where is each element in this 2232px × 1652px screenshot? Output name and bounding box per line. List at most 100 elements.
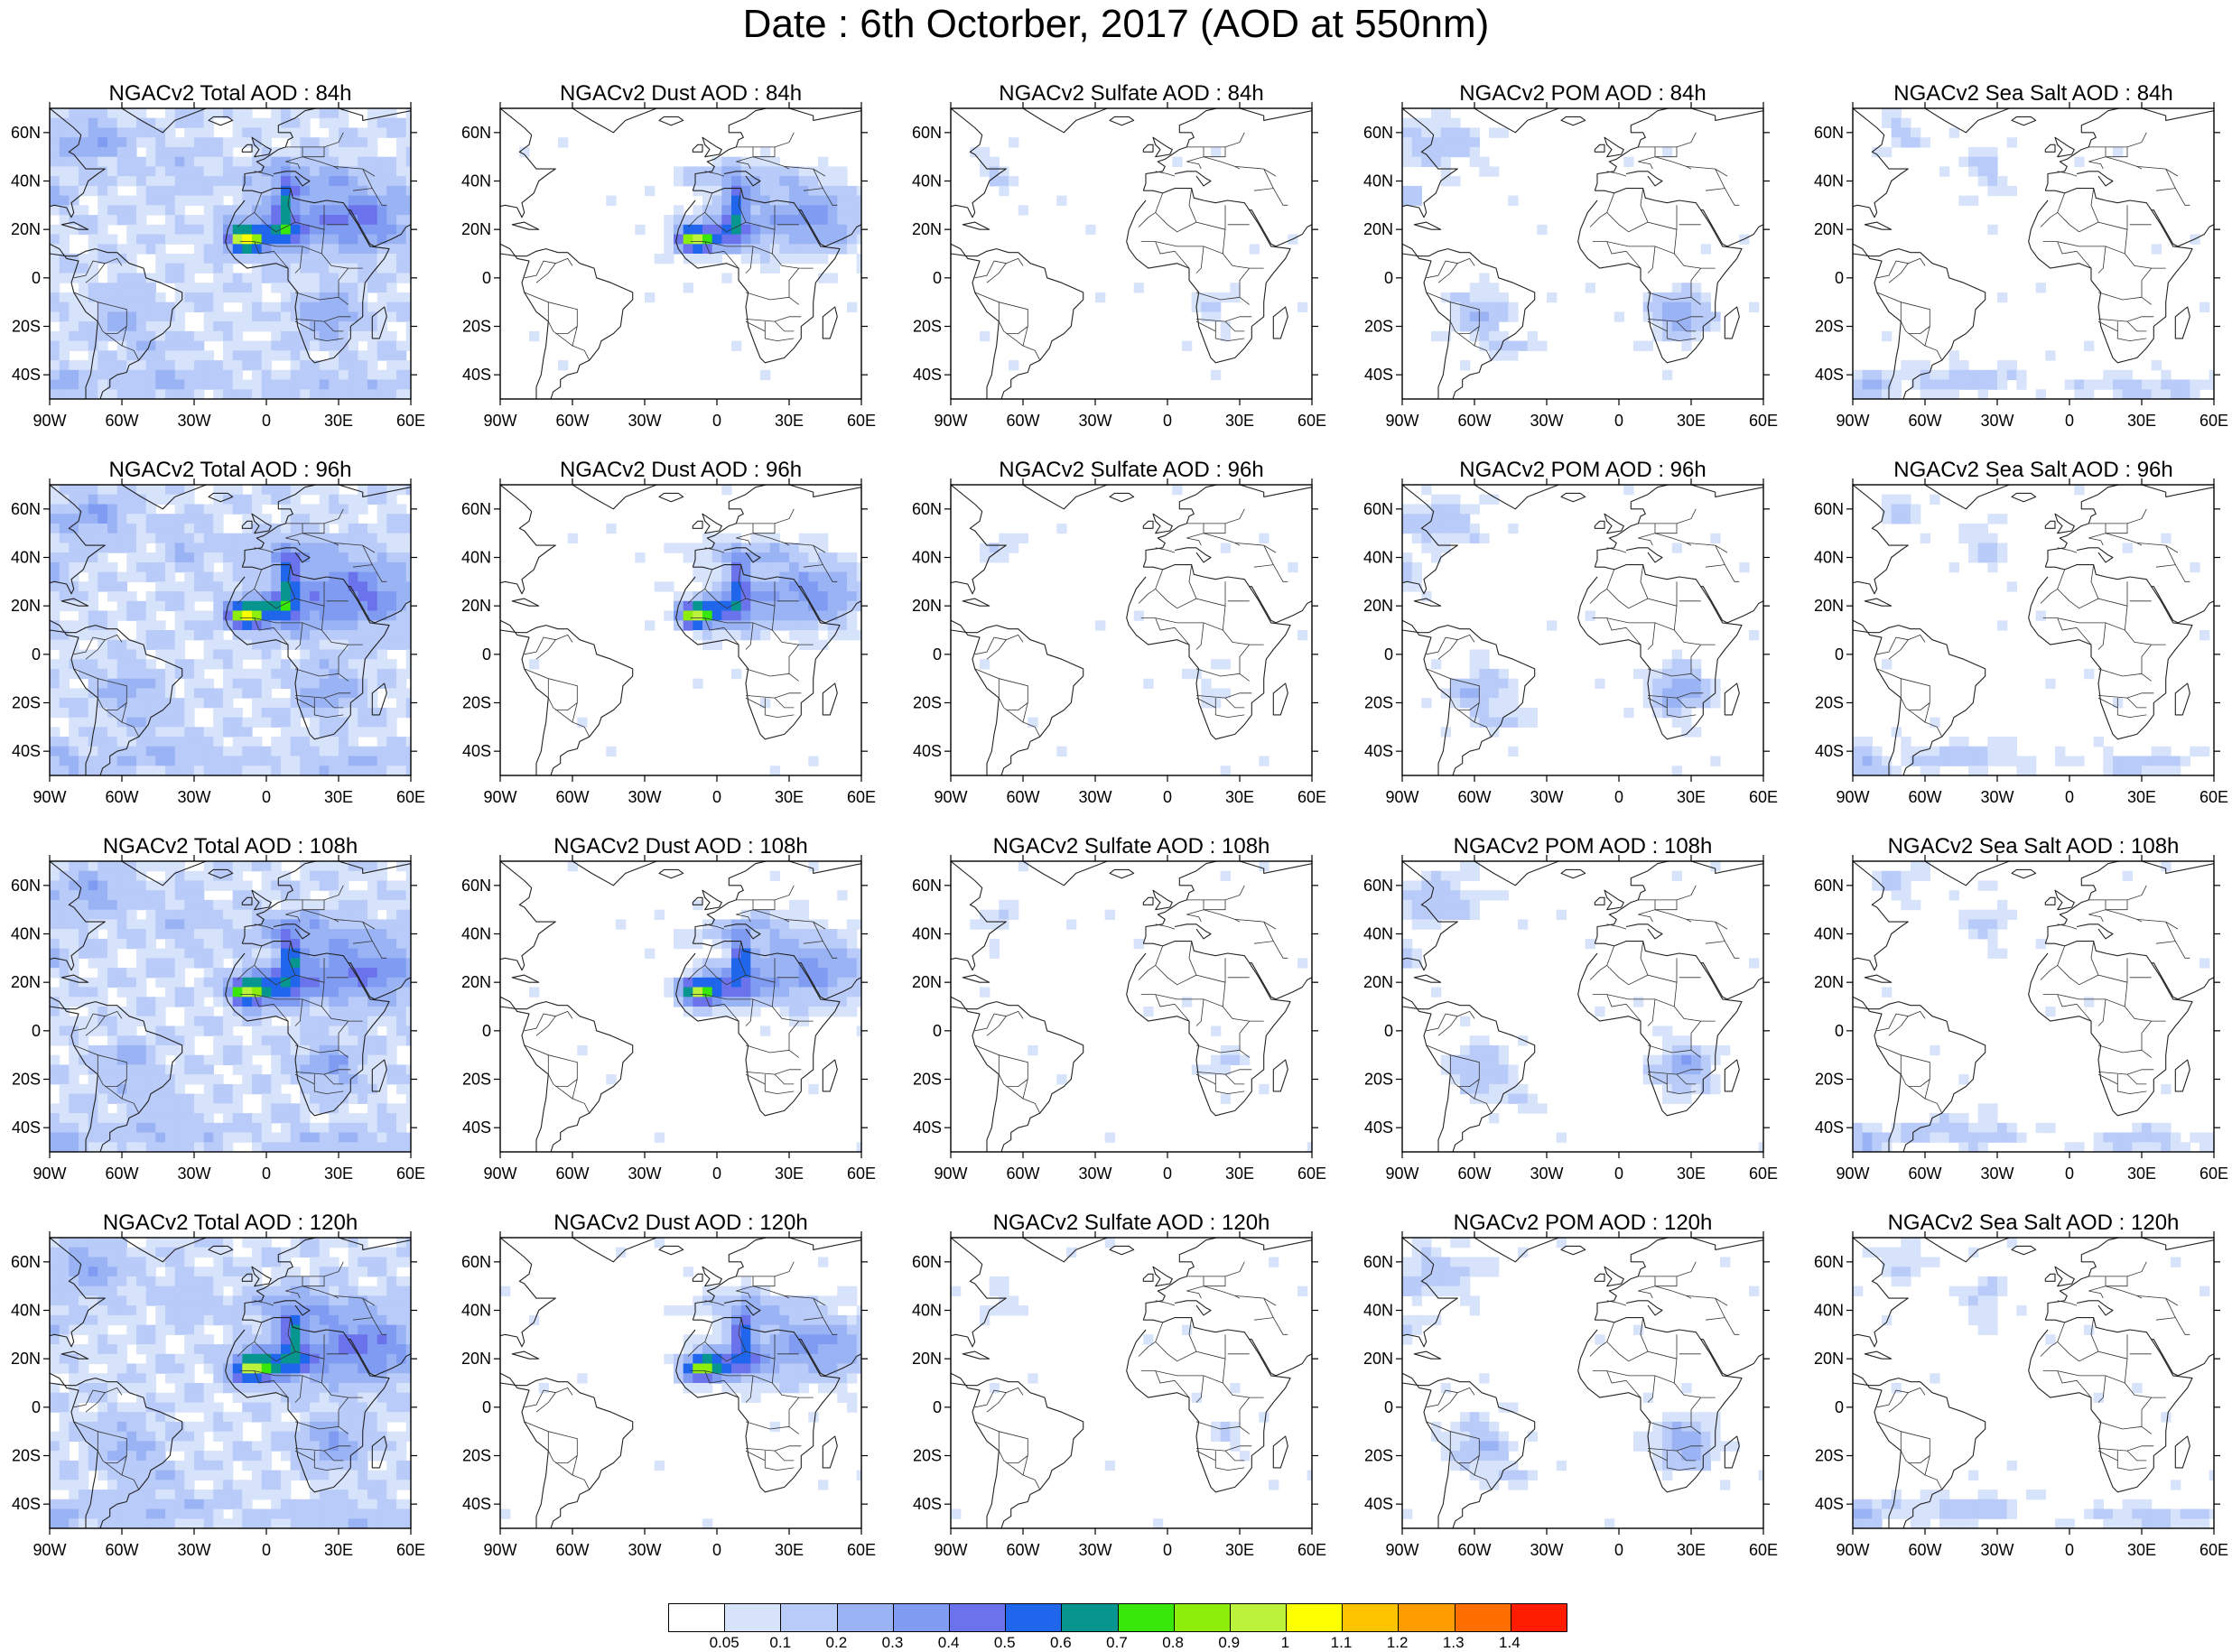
lon-tick-label: 60E [1749,1541,1778,1559]
lat-tick-label: 20S [1364,694,1393,712]
lat-tick-label: 40N [1363,172,1393,190]
aod-field [476,858,867,1152]
lon-tick-label: 60W [1006,412,1039,430]
lon-tick-label: 60E [1297,412,1326,430]
lon-tick-label: 60E [847,788,876,806]
colorbar-label: 0.5 [994,1634,1016,1652]
lon-tick-label: 60W [555,412,589,430]
colorbar-boxes [668,1603,1567,1632]
lon-tick-label: 0 [262,1541,271,1559]
lon-tick-label: 60W [1908,1541,1941,1559]
lon-tick-label: 30E [775,412,804,430]
lat-tick-label: 60N [1363,877,1393,895]
lat-tick-label: 0 [1835,645,1844,664]
lon-tick-label: 30W [1530,1541,1563,1559]
lon-tick-label: 0 [1614,1165,1623,1183]
colorbar-label: 0.4 [938,1634,960,1652]
lat-tick-label: 20N [461,220,491,238]
lat-tick-label: 20S [1815,694,1844,712]
lon-tick-label: 90W [1836,1541,1869,1559]
lon-tick-label: 30E [2127,1541,2156,1559]
lon-tick-label: 30W [628,1165,661,1183]
lon-tick-label: 0 [1163,1165,1172,1183]
lat-tick-label: 40N [461,925,491,943]
lon-tick-label: 60E [396,788,425,806]
lat-tick-label: 20N [912,1350,942,1368]
lat-tick-label: 60N [11,877,41,895]
lat-tick-label: 60N [461,500,491,518]
lat-tick-label: 40S [1364,1118,1393,1137]
lon-tick-label: 30E [2127,412,2156,430]
lat-tick-label: 60N [1814,500,1844,518]
panel-title: NGACv2 POM AOD : 108h [1402,834,1763,859]
lat-tick-label: 20N [461,973,491,991]
lat-tick-label: 40S [12,1118,41,1137]
lon-tick-label: 90W [483,412,516,430]
lon-tick-label: 60W [555,1165,589,1183]
colorbar-label: 0.6 [1050,1634,1072,1652]
lat-tick-label: 40S [462,366,491,384]
lat-tick-label: 20N [1814,597,1844,615]
lat-tick-label: 20N [1363,597,1393,615]
aod-field [926,482,1312,775]
aod-field [25,482,416,775]
lat-tick-label: 60N [461,877,491,895]
lat-tick-label: 40S [913,366,942,384]
lat-tick-label: 40N [1814,549,1844,567]
lon-tick-label: 30E [1677,788,1706,806]
lat-tick-label: 20N [1363,1350,1393,1368]
colorbar-swatch [1287,1604,1343,1631]
aod-field [1828,858,2219,1152]
aod-field [1378,482,1763,775]
colorbar-label: 0.05 [710,1634,739,1652]
lat-tick-label: 40N [912,549,942,567]
lat-tick-label: 0 [482,269,491,287]
lon-tick-label: 30W [1078,1165,1111,1183]
colorbar-swatch [1399,1604,1455,1631]
lon-tick-label: 30E [324,1541,353,1559]
lat-tick-label: 40S [1815,366,1844,384]
lat-tick-label: 20S [1364,1071,1393,1089]
lon-tick-label: 60W [1006,1165,1039,1183]
colorbar-swatch [1455,1604,1511,1631]
panel-title: NGACv2 Sea Salt AOD : 108h [1853,834,2214,859]
lat-tick-label: 60N [461,1253,491,1271]
lat-tick-label: 40N [1814,925,1844,943]
lat-tick-label: 20N [1363,220,1393,238]
lon-tick-label: 30E [1677,412,1706,430]
panel-title: NGACv2 POM AOD : 120h [1402,1211,1763,1236]
colorbar-label: 1.1 [1331,1634,1353,1652]
lat-tick-label: 40S [462,1118,491,1137]
lat-tick-label: 20S [1815,1071,1844,1089]
panel-title: NGACv2 Total AOD : 84h [50,81,411,107]
lon-tick-label: 60W [555,788,589,806]
lat-tick-label: 40N [11,1302,41,1320]
lat-tick-label: 0 [933,1398,942,1416]
aod-field [476,1235,867,1528]
lon-tick-label: 0 [262,412,271,430]
lat-tick-label: 40N [912,925,942,943]
lat-tick-label: 20S [1364,1447,1393,1465]
lon-tick-label: 60W [1908,788,1941,806]
lat-tick-label: 40S [913,1118,942,1137]
lat-tick-label: 40S [12,742,41,760]
lon-tick-label: 30W [1078,788,1111,806]
lon-tick-label: 0 [2065,1541,2074,1559]
lat-tick-label: 20N [11,973,41,991]
lat-tick-label: 20S [913,694,942,712]
lat-tick-label: 0 [482,1022,491,1040]
lon-tick-label: 30E [324,1165,353,1183]
lon-tick-label: 60E [1297,788,1326,806]
panel-title: NGACv2 Sulfate AOD : 108h [951,834,1312,859]
